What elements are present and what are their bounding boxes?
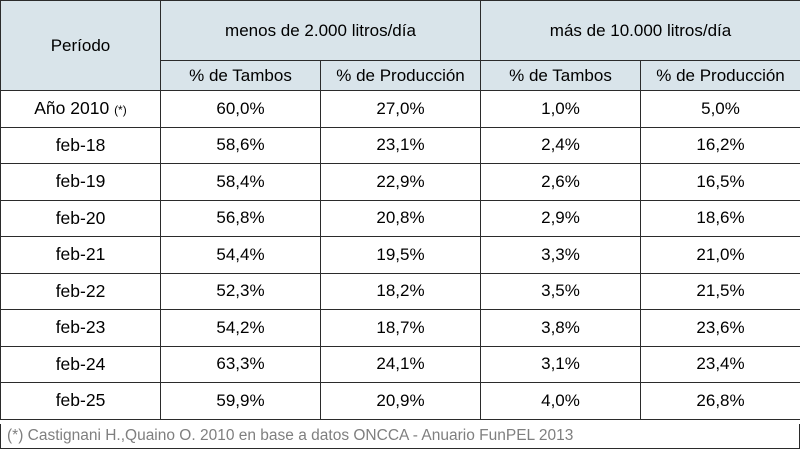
value-cell: 26,8%: [639, 382, 800, 420]
value-cell: 21,0%: [639, 236, 800, 274]
table-row: feb-23 54,2% 18,7% 3,8% 23,6%: [0, 309, 800, 347]
table-row: Año 2010 (*) 60,0% 27,0% 1,0% 5,0%: [0, 90, 800, 128]
table-row: feb-18 58,6% 23,1% 2,4% 16,2%: [0, 126, 800, 164]
value-cell: 52,3%: [160, 272, 321, 310]
value-cell: 5,0%: [639, 90, 800, 128]
table-row: feb-19 58,4% 22,9% 2,6% 16,5%: [0, 163, 800, 201]
value-cell: 23,1%: [320, 126, 481, 164]
header-row-subcolumns: % de Tambos % de Producción % de Tambos …: [1, 60, 800, 91]
value-cell: 23,6%: [639, 309, 800, 347]
value-cell: 18,2%: [320, 272, 481, 310]
value-cell: 4,0%: [480, 382, 641, 420]
value-cell: 58,4%: [160, 163, 321, 201]
value-cell: 59,9%: [160, 382, 321, 420]
table-row: feb-22 52,3% 18,2% 3,5% 21,5%: [0, 272, 800, 310]
period-cell: feb-22: [0, 272, 161, 310]
footnote-marker: (*): [114, 103, 127, 118]
period-cell: feb-20: [0, 199, 161, 237]
period-cell: feb-23: [0, 309, 161, 347]
period-cell: feb-24: [0, 345, 161, 383]
table-row: feb-24 63,3% 24,1% 3,1% 23,4%: [0, 345, 800, 383]
period-cell: feb-25: [0, 382, 161, 420]
value-cell: 54,2%: [160, 309, 321, 347]
value-cell: 2,4%: [480, 126, 641, 164]
value-cell: 21,5%: [639, 272, 800, 310]
period-label: Año 2010: [34, 98, 110, 119]
value-cell: 24,1%: [320, 345, 481, 383]
period-cell: feb-18: [0, 126, 161, 164]
source-footnote: (*) Castignani H.,Quaino O. 2010 en base…: [0, 424, 800, 449]
value-cell: 23,4%: [639, 345, 800, 383]
period-header: Período: [0, 0, 161, 91]
sub-header-small-tambos: % de Tambos: [160, 60, 321, 91]
value-cell: 20,8%: [320, 199, 481, 237]
value-cell: 20,9%: [320, 382, 481, 420]
value-cell: 3,1%: [480, 345, 641, 383]
value-cell: 27,0%: [320, 90, 481, 128]
value-cell: 16,2%: [639, 126, 800, 164]
group-header-large: más de 10.000 litros/día: [479, 0, 800, 61]
value-cell: 3,3%: [480, 236, 641, 274]
value-cell: 22,9%: [320, 163, 481, 201]
period-cell: Año 2010 (*): [0, 90, 161, 128]
sub-header-small-produccion: % de Producción: [320, 60, 481, 91]
value-cell: 2,6%: [480, 163, 641, 201]
value-cell: 54,4%: [160, 236, 321, 274]
value-cell: 2,9%: [480, 199, 641, 237]
value-cell: 63,3%: [160, 345, 321, 383]
sub-header-large-produccion: % de Producción: [639, 60, 800, 91]
value-cell: 19,5%: [320, 236, 481, 274]
value-cell: 3,5%: [480, 272, 641, 310]
period-cell: feb-21: [0, 236, 161, 274]
value-cell: 3,8%: [480, 309, 641, 347]
table-row: feb-25 59,9% 20,9% 4,0% 26,8%: [0, 382, 800, 420]
value-cell: 58,6%: [160, 126, 321, 164]
value-cell: 60,0%: [160, 90, 321, 128]
value-cell: 1,0%: [480, 90, 641, 128]
group-header-small: menos de 2.000 litros/día: [160, 0, 481, 61]
value-cell: 16,5%: [639, 163, 800, 201]
value-cell: 56,8%: [160, 199, 321, 237]
value-cell: 18,6%: [639, 199, 800, 237]
table-row: feb-21 54,4% 19,5% 3,3% 21,0%: [0, 236, 800, 274]
table-row: feb-20 56,8% 20,8% 2,9% 18,6%: [0, 199, 800, 237]
period-cell: feb-19: [0, 163, 161, 201]
header-row-groups: Período menos de 2.000 litros/día más de…: [0, 0, 800, 91]
sub-header-large-tambos: % de Tambos: [480, 60, 641, 91]
dairy-data-table: Período menos de 2.000 litros/día más de…: [0, 0, 800, 420]
value-cell: 18,7%: [320, 309, 481, 347]
